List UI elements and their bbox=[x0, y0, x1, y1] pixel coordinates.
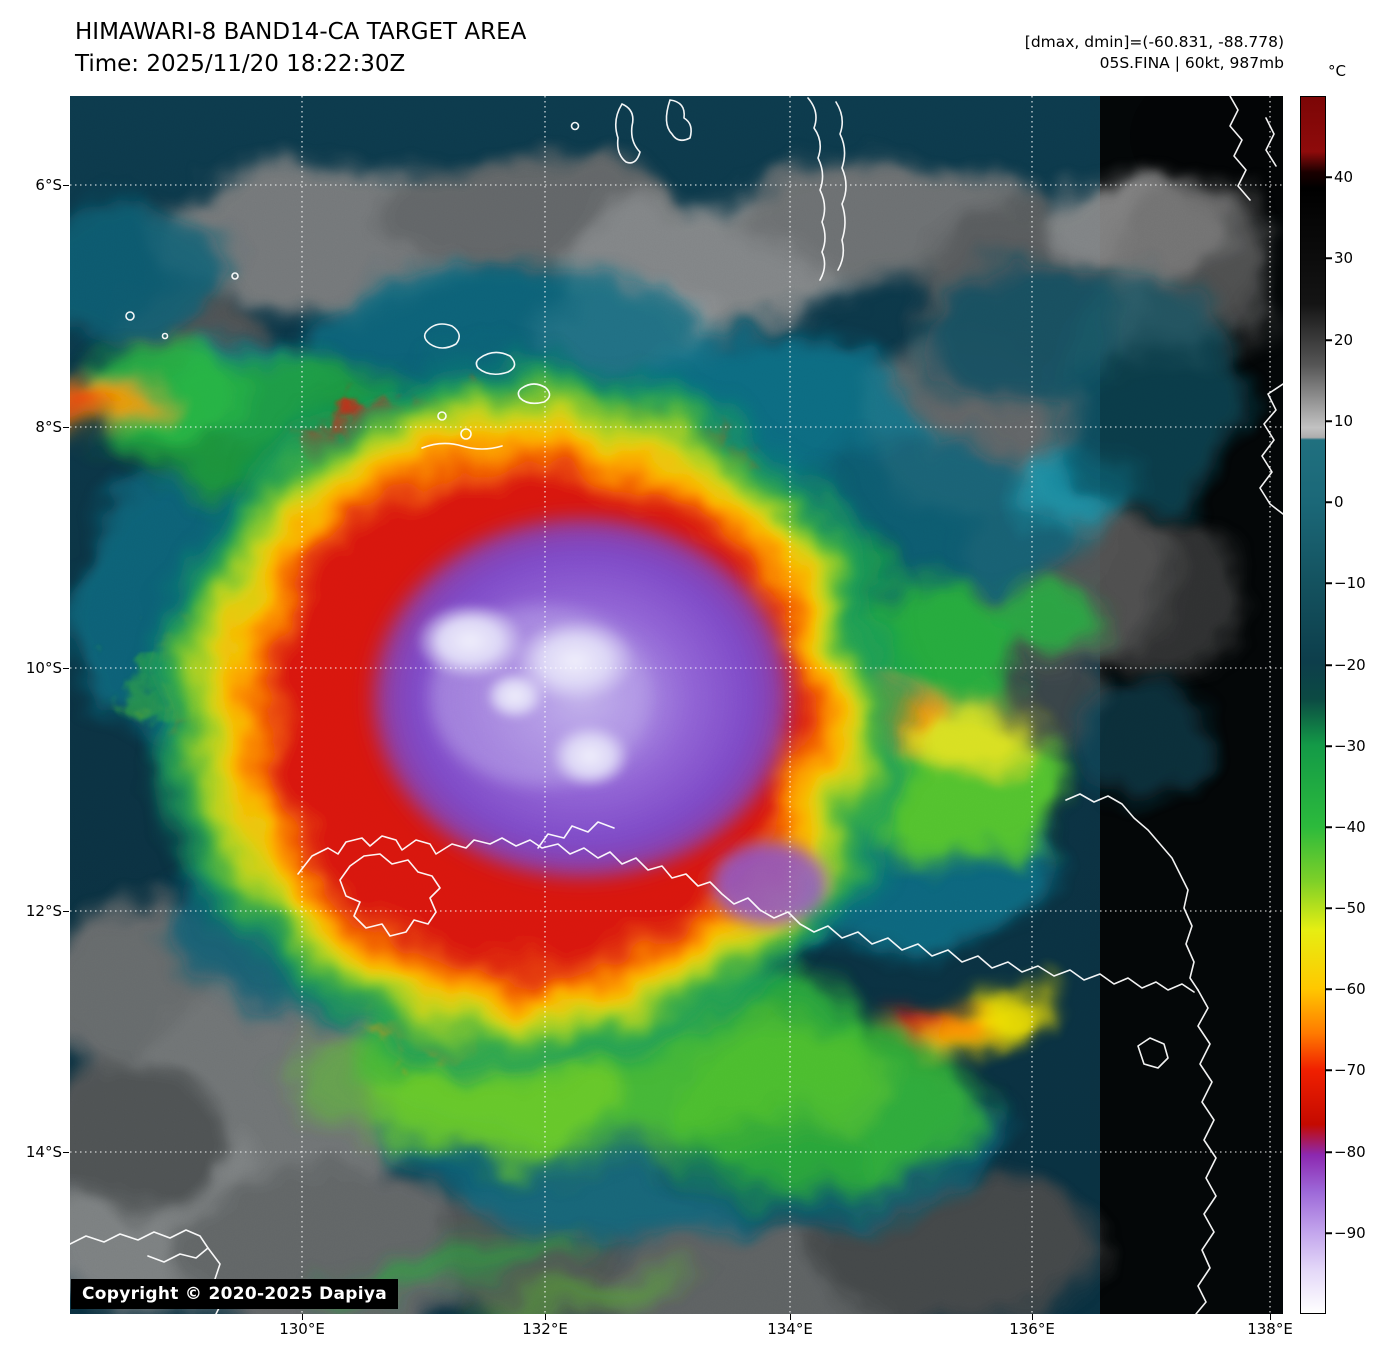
axis-tick bbox=[545, 1314, 547, 1320]
lat-label: 10°S bbox=[25, 659, 62, 677]
lat-label: 12°S bbox=[25, 902, 62, 920]
graticule-gridlines bbox=[70, 96, 1283, 1314]
axis-tick bbox=[1270, 1314, 1272, 1320]
colorbar-tick bbox=[1325, 907, 1332, 909]
colorbar-tick-label: −60 bbox=[1334, 980, 1366, 998]
copyright-badge: Copyright © 2020-2025 Dapiya bbox=[71, 1279, 398, 1309]
page-title: HIMAWARI-8 BAND14-CA TARGET AREA bbox=[75, 19, 527, 45]
temperature-colorbar bbox=[1300, 96, 1326, 1314]
axis-tick bbox=[63, 911, 69, 913]
colorbar-tick-label: 30 bbox=[1334, 249, 1354, 267]
lon-label: 136°E bbox=[1009, 1320, 1055, 1338]
lon-label: 132°E bbox=[522, 1320, 568, 1338]
latitude-ticks bbox=[63, 96, 70, 1314]
dmax-dmin-readout: [dmax, dmin]=(-60.831, -88.778) bbox=[1024, 33, 1284, 51]
colorbar-tick-label: −50 bbox=[1334, 899, 1366, 917]
axis-tick bbox=[63, 1152, 69, 1154]
header-left: HIMAWARI-8 BAND14-CA TARGET AREA Time: 2… bbox=[75, 16, 526, 80]
longitude-axis: 130°E 132°E 134°E 136°E 138°E bbox=[70, 1320, 1293, 1344]
colorbar-tick-label: −90 bbox=[1334, 1224, 1366, 1242]
colorbar-tick bbox=[1325, 1069, 1332, 1071]
timestamp: Time: 2025/11/20 18:22:30Z bbox=[75, 51, 406, 77]
longitude-ticks bbox=[70, 1314, 1283, 1321]
colorbar-tick-labels: 40 30 20 10 0 −10 −20 −30 −40 −50 −60 −7… bbox=[1325, 96, 1388, 1314]
colorbar-tick bbox=[1325, 988, 1332, 990]
axis-tick bbox=[1032, 1314, 1034, 1320]
colorbar-tick bbox=[1325, 420, 1332, 422]
colorbar-tick-label: −80 bbox=[1334, 1143, 1366, 1161]
latitude-axis: 6°S 8°S 10°S 12°S 14°S bbox=[4, 96, 62, 1314]
colorbar-unit-label: °C bbox=[1328, 62, 1346, 80]
coastlines bbox=[70, 96, 1283, 1314]
colorbar-tick-label: −10 bbox=[1334, 574, 1366, 592]
colorbar-tick bbox=[1325, 339, 1332, 341]
lat-label: 6°S bbox=[35, 176, 62, 194]
colorbar-tick-label: 10 bbox=[1334, 412, 1354, 430]
colorbar-tick bbox=[1325, 664, 1332, 666]
colorbar-tick-label: −20 bbox=[1334, 656, 1366, 674]
colorbar-tick bbox=[1325, 582, 1332, 584]
colorbar-tick-label: −70 bbox=[1334, 1061, 1366, 1079]
colorbar-tick bbox=[1325, 1232, 1332, 1234]
colorbar-tick-label: 40 bbox=[1334, 168, 1354, 186]
axis-tick bbox=[302, 1314, 304, 1320]
colorbar-tick bbox=[1325, 501, 1332, 503]
colorbar-tick-label: −40 bbox=[1334, 818, 1366, 836]
lon-label: 138°E bbox=[1247, 1320, 1293, 1338]
colorbar-tick bbox=[1325, 257, 1332, 259]
satellite-map-area bbox=[70, 96, 1283, 1314]
satellite-image-svg bbox=[70, 96, 1283, 1314]
colorbar-tick-label: 0 bbox=[1334, 493, 1344, 511]
colorbar-tick-label: 20 bbox=[1334, 331, 1354, 349]
colorbar-tick bbox=[1325, 745, 1332, 747]
colorbar-tick bbox=[1325, 826, 1332, 828]
colorbar-tick bbox=[1325, 1151, 1332, 1153]
grain-overlay bbox=[70, 96, 1283, 1314]
axis-tick bbox=[63, 427, 69, 429]
storm-info: 05S.FINA | 60kt, 987mb bbox=[1099, 54, 1284, 72]
colorbar-tick-label: −30 bbox=[1334, 737, 1366, 755]
header-right: [dmax, dmin]=(-60.831, -88.778) 05S.FINA… bbox=[1025, 32, 1284, 74]
lat-label: 8°S bbox=[35, 418, 62, 436]
lat-label: 14°S bbox=[25, 1143, 62, 1161]
lon-label: 134°E bbox=[767, 1320, 813, 1338]
colorbar-tick bbox=[1325, 176, 1332, 178]
lon-label: 130°E bbox=[279, 1320, 325, 1338]
axis-tick bbox=[790, 1314, 792, 1320]
axis-tick bbox=[63, 185, 69, 187]
axis-tick bbox=[63, 668, 69, 670]
